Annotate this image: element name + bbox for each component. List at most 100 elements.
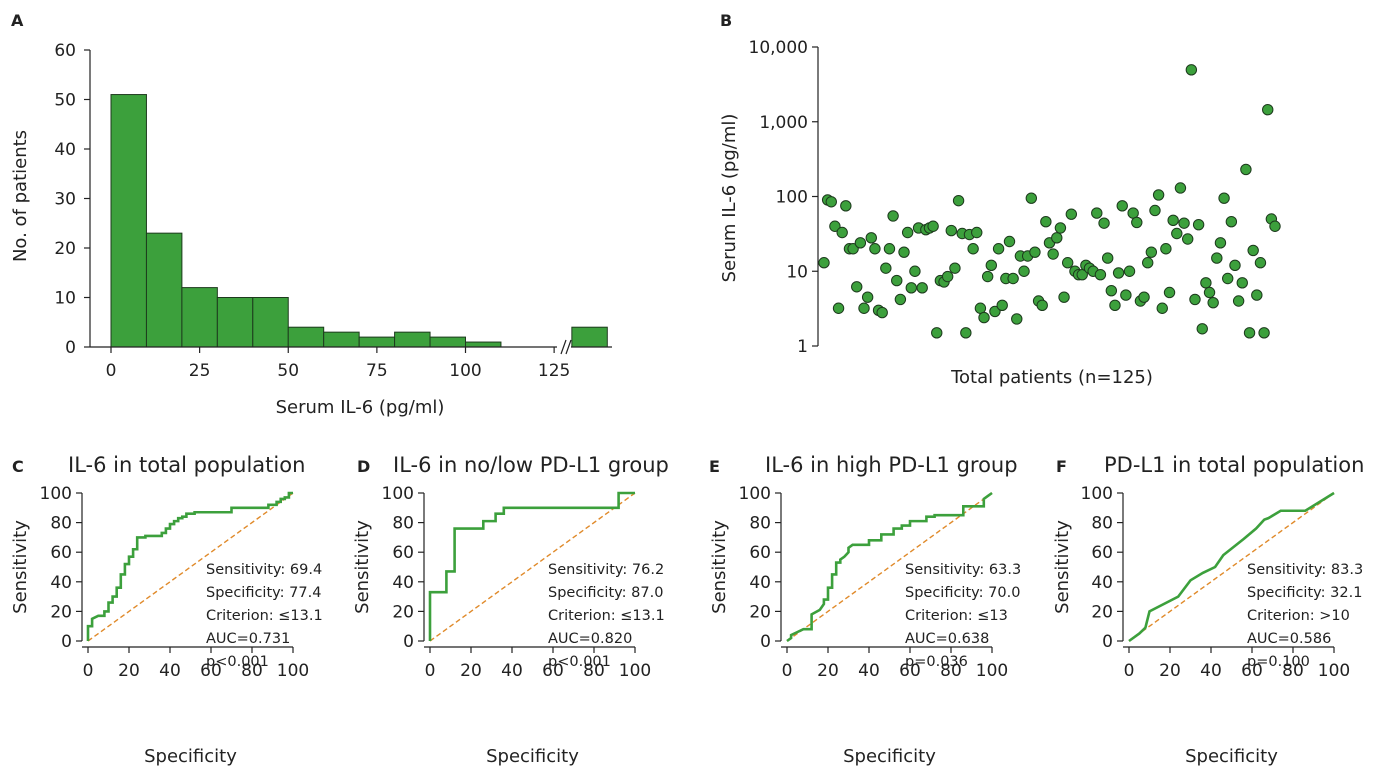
histogram-bar — [145, 232, 183, 348]
x-tick-label: 0 — [1124, 661, 1135, 681]
data-point — [909, 265, 921, 277]
y-tick-label: 20 — [54, 239, 76, 259]
x-tick-label: 25 — [189, 361, 211, 381]
data-point — [1098, 217, 1110, 229]
stat-label: Sensitivity: 83.3 — [1247, 562, 1363, 578]
x-tick-label: 0 — [782, 661, 793, 681]
y-axis-label: Sensitivity — [709, 520, 730, 614]
stat-label: p<0.001 — [206, 654, 269, 670]
data-point — [1018, 265, 1030, 277]
stat-label: Specificity: 87.0 — [548, 585, 663, 601]
data-point — [829, 220, 841, 232]
data-point — [1178, 217, 1190, 229]
x-tick-label: 20 — [1159, 661, 1181, 681]
y-tick-label: 60 — [749, 543, 771, 563]
data-point — [1232, 295, 1245, 307]
roc-curve — [1128, 491, 1335, 643]
data-point — [1262, 103, 1274, 116]
data-point — [858, 302, 870, 314]
data-point — [836, 226, 848, 239]
x-tick-label: 80 — [940, 661, 962, 681]
data-point — [931, 327, 943, 339]
data-point — [992, 243, 1005, 255]
data-point — [1047, 248, 1059, 260]
data-point — [1029, 246, 1041, 258]
x-tick-label: 60 — [1241, 661, 1263, 681]
histogram-bar — [465, 341, 502, 348]
axis-break-mark — [560, 339, 567, 355]
panel-letter: C — [12, 457, 24, 476]
data-point — [1112, 267, 1125, 279]
data-point — [952, 194, 965, 207]
x-axis-label: Specificity — [843, 746, 936, 767]
reference-diagonal — [429, 492, 636, 642]
y-axis-label: No. of patients — [10, 130, 31, 262]
data-point — [1101, 252, 1114, 264]
y-axis-label: Sensitivity — [1052, 520, 1073, 614]
data-point — [1065, 208, 1078, 220]
x-tick-label: 20 — [460, 661, 482, 681]
histogram-bar — [323, 331, 360, 348]
y-tick-label: 100 — [40, 484, 72, 504]
data-point — [967, 243, 979, 255]
data-point — [1203, 286, 1216, 299]
histogram-bar — [110, 94, 147, 348]
data-point — [894, 293, 907, 306]
x-tick-label: 75 — [366, 361, 388, 381]
histogram-bar — [429, 336, 466, 348]
x-axis-label: Specificity — [1185, 746, 1278, 767]
y-tick-label: 60 — [392, 543, 414, 563]
x-tick-label: 0 — [425, 661, 436, 681]
x-axis-label: Specificity — [144, 746, 237, 767]
stat-label: Specificity: 32.1 — [1247, 585, 1362, 601]
data-point — [1207, 296, 1219, 309]
data-point — [898, 246, 910, 258]
y-tick-label: 100 — [382, 484, 414, 504]
data-point — [1120, 289, 1132, 301]
data-point — [1142, 257, 1154, 269]
x-tick-label: 60 — [899, 661, 921, 681]
x-tick-label: 125 — [538, 361, 570, 381]
data-point — [905, 282, 917, 294]
data-point — [989, 305, 1001, 318]
chart-title: PD-L1 in total population — [1104, 453, 1364, 477]
y-axis-label: Sensitivity — [10, 520, 31, 614]
data-point — [1163, 286, 1176, 299]
data-point — [1007, 272, 1019, 285]
data-point — [981, 270, 994, 283]
x-axis-label: Total patients (n=125) — [950, 367, 1153, 388]
stat-label: Sensitivity: 76.2 — [548, 562, 664, 578]
stat-label: p<0.001 — [548, 654, 611, 670]
data-point — [1054, 222, 1067, 234]
y-tick-label: 0 — [65, 338, 76, 358]
data-point — [1167, 214, 1179, 227]
data-point — [1011, 313, 1023, 325]
y-tick-label: 10 — [54, 289, 76, 309]
data-point — [1200, 277, 1212, 289]
data-point — [1243, 327, 1256, 339]
y-tick-label: 40 — [392, 573, 414, 593]
x-tick-label: 80 — [1282, 661, 1304, 681]
stat-label: p=0.100 — [1247, 654, 1310, 670]
x-tick-label: 100 — [1318, 661, 1350, 681]
x-tick-label: 100 — [449, 361, 481, 381]
data-point — [1123, 265, 1136, 277]
data-point — [840, 200, 852, 212]
reference-diagonal — [786, 492, 993, 642]
data-point — [949, 262, 961, 274]
stat-label: Sensitivity: 69.4 — [206, 562, 322, 578]
stat-label: Criterion: >10 — [1247, 608, 1350, 624]
y-tick-label: 10,000 — [749, 38, 808, 58]
y-tick-label: 100 — [776, 188, 808, 208]
data-point — [1222, 272, 1234, 285]
data-point — [891, 274, 903, 287]
data-point — [1211, 252, 1223, 264]
y-tick-label: 20 — [749, 602, 771, 622]
data-point — [1040, 216, 1052, 228]
data-point — [847, 243, 859, 255]
histogram-bar — [571, 326, 608, 348]
chart-title: IL-6 in no/low PD-L1 group — [393, 453, 669, 477]
x-tick-label: 100 — [619, 661, 651, 681]
data-point — [941, 270, 954, 283]
histogram-bar — [287, 326, 325, 348]
